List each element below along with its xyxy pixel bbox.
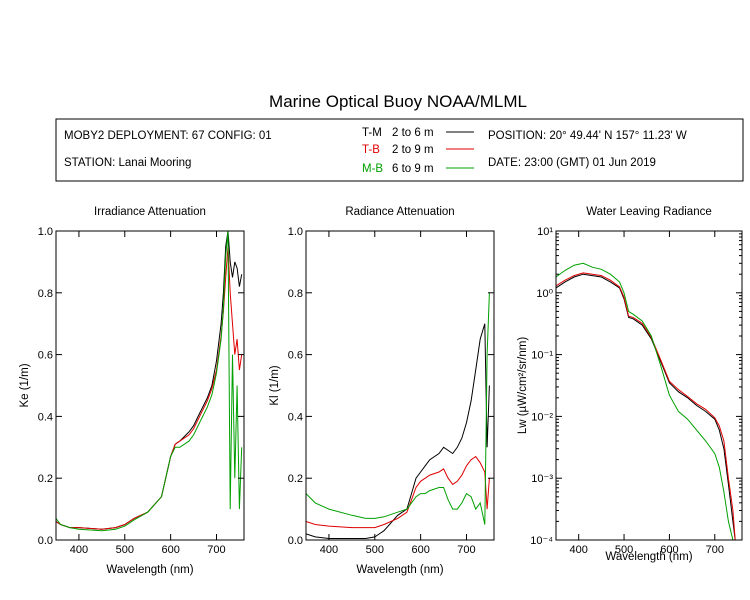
series-line-m-b bbox=[556, 262, 734, 540]
series-line-t-m bbox=[306, 323, 490, 539]
legend-code-mb: M-B bbox=[362, 163, 383, 175]
chart-title: Radiance Attenuation bbox=[345, 206, 454, 218]
chart-title: Irradiance Attenuation bbox=[94, 206, 206, 218]
x-tick-label: 400 bbox=[320, 544, 338, 556]
legend-range-mb: 6 to 9 m bbox=[392, 163, 434, 175]
y-axis-label: Kl (1/m) bbox=[269, 365, 281, 405]
legend-code-tb: T-B bbox=[362, 144, 380, 156]
y-tick-label: 1.0 bbox=[288, 226, 303, 238]
x-tick-label: 400 bbox=[70, 544, 88, 556]
y-tick-label: 10⁻² bbox=[531, 411, 553, 423]
chart-2: 400 500 600 700 0.0 0.2 0.4 0.6 0.8 1.0 Radiance A… bbox=[269, 206, 495, 576]
series-line-m-b bbox=[306, 292, 490, 525]
x-axis-label: Wavelength (nm) bbox=[356, 564, 443, 576]
plot-frame bbox=[555, 230, 743, 541]
y-tick-label: 0.0 bbox=[38, 535, 53, 547]
chart-3: 400 500 600 700 10⁻⁴ 10⁻³ 10⁻² 10⁻¹ 10⁰ 10¹ Water … bbox=[517, 206, 743, 563]
page-title: Marine Optical Buoy NOAA/MLML bbox=[269, 92, 527, 111]
station-text: STATION: Lanai Mooring bbox=[64, 157, 191, 169]
plot-frame bbox=[55, 230, 245, 541]
x-tick-label: 700 bbox=[207, 544, 225, 556]
y-axis-label: Ke (1/m) bbox=[19, 363, 31, 407]
y-tick-label: 0.8 bbox=[38, 288, 53, 300]
series-line-m-b bbox=[56, 231, 243, 532]
legend: T-M 2 to 6 m T-B 2 to 9 m M-B 6 to 9 m bbox=[362, 127, 474, 175]
series-line-t-b bbox=[556, 272, 736, 540]
x-tick-label: 700 bbox=[457, 544, 475, 556]
x-tick-label: 600 bbox=[660, 544, 678, 556]
y-tick-label: 0.6 bbox=[288, 350, 303, 362]
x-tick-label: 600 bbox=[161, 544, 179, 556]
y-axis-label: Lw (µW/cm²/sr/nm) bbox=[517, 337, 529, 435]
chart-title: Water Leaving Radiance bbox=[586, 206, 712, 218]
legend-range-tm: 2 to 6 m bbox=[392, 127, 434, 139]
series-line-t-b bbox=[56, 246, 243, 530]
x-tick-label: 500 bbox=[366, 544, 384, 556]
y-tick-label: 10¹ bbox=[537, 226, 553, 238]
y-tick-label: 10⁻¹ bbox=[531, 350, 553, 362]
x-tick-label: 600 bbox=[411, 544, 429, 556]
legend-code-tm: T-M bbox=[362, 127, 382, 139]
info-box-frame bbox=[55, 118, 744, 182]
x-tick-label: 700 bbox=[706, 544, 724, 556]
info-box: MOBY2 DEPLOYMENT: 67 CONFIG: 01 STATION:… bbox=[55, 118, 744, 182]
position-text: POSITION: 20° 49.44' N 157° 11.23' W bbox=[488, 130, 687, 142]
y-tick-label: 0.2 bbox=[38, 473, 53, 485]
y-tick-label: 0.4 bbox=[288, 411, 303, 423]
x-tick-label: 500 bbox=[116, 544, 134, 556]
date-text: DATE: 23:00 (GMT) 01 Jun 2019 bbox=[488, 157, 656, 169]
x-axis-label: Wavelength (nm) bbox=[605, 551, 692, 563]
y-tick-label: 0.2 bbox=[288, 473, 303, 485]
y-tick-label: 0.0 bbox=[288, 535, 303, 547]
y-tick-label: 0.8 bbox=[288, 288, 303, 300]
x-axis-label: Wavelength (nm) bbox=[106, 564, 193, 576]
series-line-t-b bbox=[306, 455, 490, 529]
x-tick-label: 500 bbox=[615, 544, 633, 556]
x-tick-label: 400 bbox=[570, 544, 588, 556]
series-line-t-m bbox=[556, 273, 736, 540]
y-tick-label: 1.0 bbox=[38, 226, 53, 238]
deployment-text: MOBY2 DEPLOYMENT: 67 CONFIG: 01 bbox=[64, 130, 272, 142]
y-tick-label: 10⁻⁴ bbox=[530, 535, 553, 547]
legend-range-tb: 2 to 9 m bbox=[392, 144, 434, 156]
y-tick-label: 10⁰ bbox=[536, 288, 553, 300]
y-tick-label: 10⁻³ bbox=[531, 473, 553, 485]
y-tick-label: 0.4 bbox=[38, 411, 53, 423]
chart-1: 400 500 600 700 0.0 0.2 0.4 0.6 0.8 1.0 Irradiance… bbox=[19, 206, 245, 576]
plot-frame bbox=[305, 230, 495, 541]
y-tick-label: 0.6 bbox=[38, 350, 53, 362]
charts-group: 400 500 600 700 0.0 0.2 0.4 0.6 0.8 1.0 Irradiance… bbox=[19, 206, 743, 576]
